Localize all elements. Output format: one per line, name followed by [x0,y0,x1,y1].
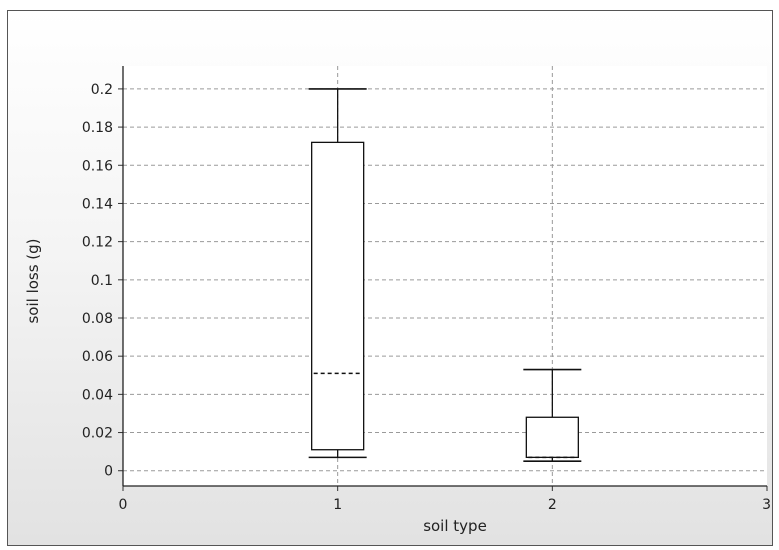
box-plot-chart: 0.2 0.18 0.16 0.14 0.12 0.1 0.08 0.06 0.04 0.02 0 0… [24,66,771,535]
box-series [308,88,582,462]
x-tick-label: 1 [333,497,342,513]
y-tick-label: 0.16 [82,158,113,174]
y-tick-label: 0 [104,464,113,480]
y-tick-label: 0.02 [82,426,113,442]
y-tick-label: 0.2 [91,82,113,98]
box-item [523,368,582,462]
y-tick-label: 0.08 [82,311,113,327]
box-body [311,141,365,451]
y-tick-label: 0.06 [82,349,113,365]
x-tick-label: 3 [762,497,771,513]
box-item [308,88,367,459]
tick-labels: 0.2 0.18 0.16 0.14 0.12 0.1 0.08 0.06 0.04 0.02 0 0… [82,82,771,513]
y-tick-label: 0.18 [82,120,113,136]
y-tick-label: 0.04 [82,387,113,403]
axes [122,66,767,487]
grid-lines [118,66,768,491]
plot-background [123,66,767,486]
y-tick-label: 0.12 [82,235,113,251]
x-tick-label: 2 [548,497,557,513]
y-axis-label: soil loss (g) [24,238,42,323]
box-body [525,416,579,459]
x-axis-label: soil type [423,517,487,535]
y-tick-label: 0.14 [82,196,113,212]
chart-frame: 0.2 0.18 0.16 0.14 0.12 0.1 0.08 0.06 0.04 0.02 0 0… [7,10,773,546]
plot-area [123,66,767,486]
x-tick-label: 0 [119,497,128,513]
y-tick-label: 0.1 [91,273,113,289]
